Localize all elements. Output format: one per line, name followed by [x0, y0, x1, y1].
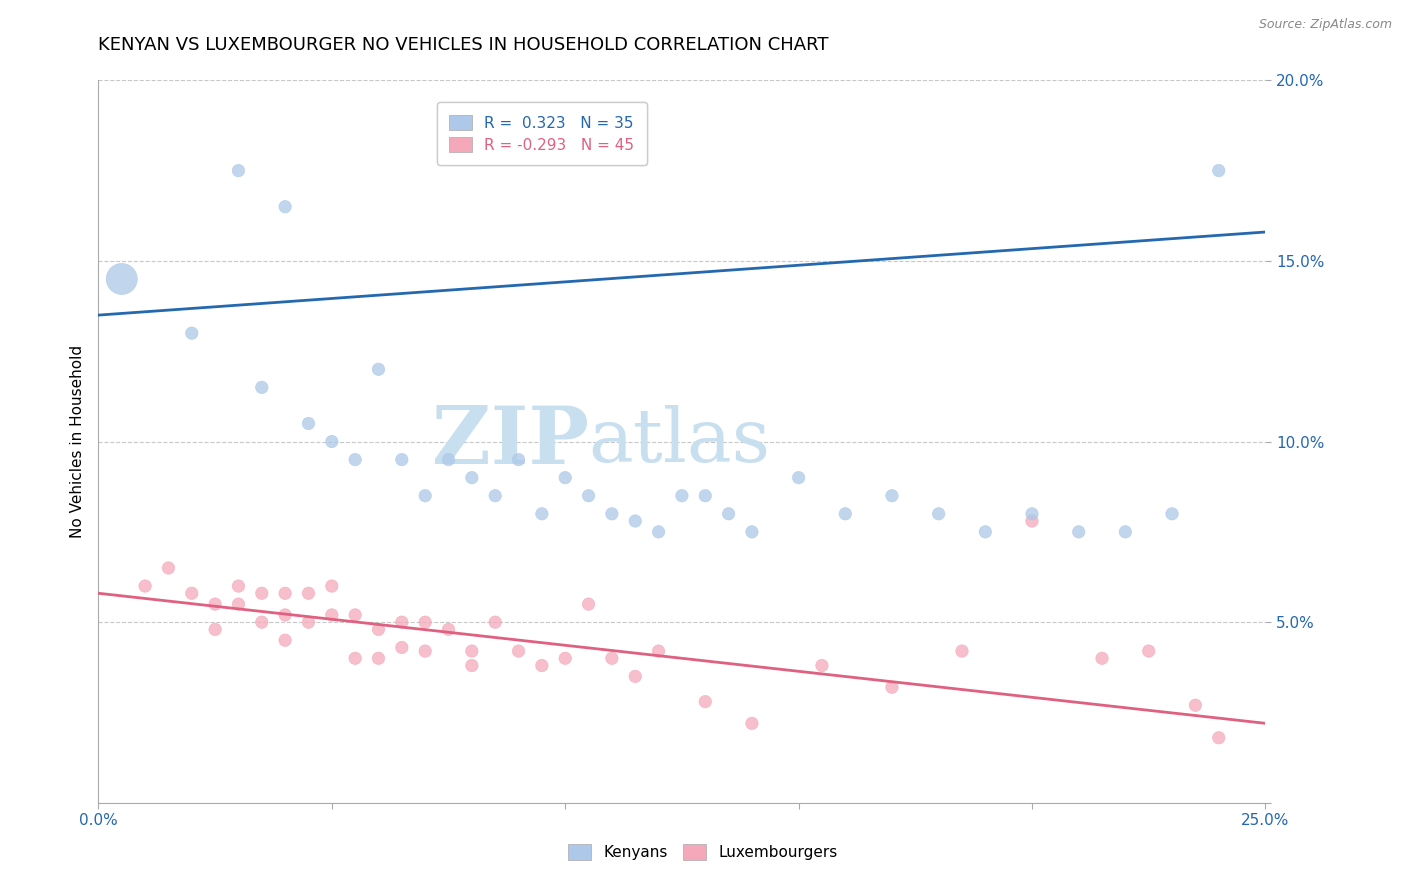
Point: [1021, 514, 1043, 528]
Point: [741, 524, 763, 539]
Point: [274, 607, 297, 622]
Point: [928, 507, 950, 521]
Point: [578, 489, 600, 503]
Point: [1161, 507, 1184, 521]
Point: [1184, 698, 1206, 713]
Point: [250, 380, 273, 394]
Point: [391, 452, 413, 467]
Point: [484, 489, 506, 503]
Point: [974, 524, 997, 539]
Point: [274, 586, 297, 600]
Point: [274, 200, 297, 214]
Text: KENYAN VS LUXEMBOURGER NO VEHICLES IN HOUSEHOLD CORRELATION CHART: KENYAN VS LUXEMBOURGER NO VEHICLES IN HO…: [98, 36, 830, 54]
Point: [508, 644, 530, 658]
Point: [950, 644, 973, 658]
Point: [717, 507, 740, 521]
Legend: R =  0.323   N = 35, R = -0.293   N = 45: R = 0.323 N = 35, R = -0.293 N = 45: [437, 103, 647, 165]
Point: [671, 489, 693, 503]
Point: [111, 272, 134, 286]
Point: [250, 615, 273, 630]
Point: [204, 623, 226, 637]
Point: [484, 615, 506, 630]
Point: [834, 507, 856, 521]
Point: [554, 471, 576, 485]
Point: [647, 524, 669, 539]
Text: ZIP: ZIP: [432, 402, 589, 481]
Y-axis label: No Vehicles in Household: No Vehicles in Household: [69, 345, 84, 538]
Point: [741, 716, 763, 731]
Point: [1067, 524, 1090, 539]
Point: [695, 489, 717, 503]
Point: [367, 362, 389, 376]
Text: Source: ZipAtlas.com: Source: ZipAtlas.com: [1258, 18, 1392, 31]
Point: [344, 651, 367, 665]
Legend: Kenyans, Luxembourgers: Kenyans, Luxembourgers: [562, 838, 844, 866]
Point: [787, 471, 810, 485]
Point: [413, 489, 436, 503]
Point: [321, 607, 343, 622]
Point: [228, 579, 250, 593]
Point: [321, 579, 343, 593]
Point: [180, 586, 202, 600]
Point: [228, 163, 250, 178]
Point: [811, 658, 834, 673]
Point: [344, 607, 367, 622]
Point: [321, 434, 343, 449]
Point: [413, 644, 436, 658]
Point: [1137, 644, 1160, 658]
Point: [600, 651, 623, 665]
Text: atlas: atlas: [589, 405, 770, 478]
Point: [228, 597, 250, 611]
Point: [367, 623, 389, 637]
Point: [880, 489, 903, 503]
Point: [578, 597, 600, 611]
Point: [204, 597, 226, 611]
Point: [554, 651, 576, 665]
Point: [461, 644, 484, 658]
Point: [461, 658, 484, 673]
Point: [695, 695, 717, 709]
Point: [134, 579, 156, 593]
Point: [437, 623, 460, 637]
Point: [1208, 163, 1230, 178]
Point: [250, 586, 273, 600]
Point: [274, 633, 297, 648]
Point: [344, 452, 367, 467]
Point: [508, 452, 530, 467]
Point: [1091, 651, 1114, 665]
Point: [180, 326, 202, 340]
Point: [297, 417, 319, 431]
Point: [437, 452, 460, 467]
Point: [367, 651, 389, 665]
Point: [413, 615, 436, 630]
Point: [624, 669, 647, 683]
Point: [391, 640, 413, 655]
Point: [461, 471, 484, 485]
Point: [391, 615, 413, 630]
Point: [1114, 524, 1136, 539]
Point: [1208, 731, 1230, 745]
Point: [1021, 507, 1043, 521]
Point: [624, 514, 647, 528]
Point: [530, 658, 553, 673]
Point: [647, 644, 669, 658]
Point: [297, 615, 319, 630]
Point: [530, 507, 553, 521]
Point: [297, 586, 319, 600]
Point: [880, 680, 903, 694]
Point: [157, 561, 180, 575]
Point: [600, 507, 623, 521]
